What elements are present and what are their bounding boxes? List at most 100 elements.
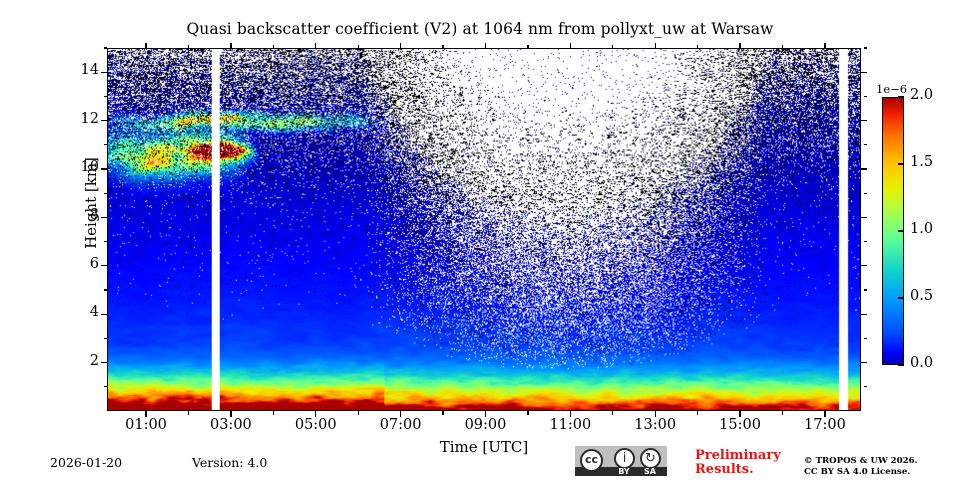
x-tick-major — [569, 411, 572, 417]
colorbar-tick-label: 1.5 — [910, 154, 934, 170]
colorbar-tick — [898, 230, 904, 232]
y-tick-major — [101, 119, 107, 122]
copyright-line-2: CC BY SA 4.0 License. — [804, 467, 911, 477]
x-tick-minor-top — [357, 44, 359, 48]
y-tick-major-right — [861, 119, 867, 122]
y-tick-minor-right — [863, 192, 867, 194]
y-tick-minor-right — [863, 95, 867, 97]
y-tick-major-right — [861, 71, 867, 73]
x-tick-major — [145, 411, 147, 417]
y-tick-label: 14 — [80, 62, 99, 79]
x-tick-major — [484, 411, 487, 417]
y-tick-minor — [103, 337, 107, 339]
x-tick-major-top — [230, 42, 232, 49]
y-tick-major-right — [861, 168, 867, 170]
colorbar-tick-label: 0.0 — [910, 355, 934, 371]
colorbar-exponent-label: 1e−6 — [876, 82, 908, 96]
y-tick-label: 12 — [80, 110, 99, 127]
x-tick-label: 11:00 — [549, 417, 592, 433]
x-tick-minor-top — [272, 44, 274, 48]
x-tick-major — [230, 411, 232, 417]
x-tick-minor-top — [442, 44, 444, 48]
x-tick-major-top — [145, 42, 147, 49]
x-tick-label: 13:00 — [634, 417, 677, 433]
x-tick-label: 07:00 — [379, 417, 422, 433]
x-tick-label: 09:00 — [464, 417, 507, 433]
colorbar-tick — [898, 364, 904, 366]
y-tick-major — [101, 361, 107, 364]
y-tick-minor — [103, 289, 107, 291]
y-tick-major — [101, 265, 107, 267]
y-tick-minor-right — [863, 337, 867, 339]
colorbar-tick — [898, 96, 904, 98]
y-tick-label: 6 — [89, 255, 99, 272]
colorbar-tick-label: 0.5 — [910, 288, 934, 304]
x-tick-minor-top — [781, 44, 784, 48]
y-tick-major — [101, 313, 107, 315]
y-tick-minor-right — [863, 289, 867, 291]
colorbar-tick-label: 1.0 — [910, 221, 934, 237]
y-tick-minor-right — [863, 144, 867, 146]
plot-axes[interactable] — [107, 48, 861, 411]
x-tick-minor — [527, 411, 529, 415]
y-tick-major — [101, 71, 107, 73]
version-stamp: Version: 4.0 — [192, 455, 268, 470]
y-tick-minor — [103, 144, 107, 146]
quicklook-heatmap[interactable] — [108, 49, 860, 410]
y-tick-minor-right — [863, 241, 867, 243]
x-tick-minor-top — [697, 44, 699, 48]
x-tick-major-top — [824, 42, 826, 49]
x-tick-minor — [612, 411, 614, 415]
x-tick-major-top — [739, 42, 741, 49]
y-tick-label: 2 — [89, 352, 99, 369]
x-tick-minor-top — [527, 44, 529, 48]
x-tick-major-top — [569, 42, 572, 49]
y-axis-label: Height [km] — [82, 157, 100, 249]
x-tick-major-top — [399, 42, 402, 49]
x-tick-major — [824, 411, 826, 417]
by-person-icon: i — [614, 448, 635, 469]
x-tick-major-top — [654, 42, 656, 49]
x-tick-minor — [442, 411, 444, 415]
y-tick-minor — [103, 241, 107, 243]
x-tick-minor-top — [187, 44, 190, 48]
copyright-note: © TROPOS & UW 2026. CC BY SA 4.0 License… — [804, 456, 954, 478]
y-tick-minor — [103, 386, 107, 388]
colorbar-tick — [898, 163, 904, 165]
x-axis-label: Time [UTC] — [439, 438, 529, 456]
x-tick-major — [399, 411, 402, 417]
y-tick-minor — [103, 47, 107, 49]
date-stamp: 2026-01-20 — [50, 455, 123, 470]
x-tick-major — [315, 411, 317, 417]
x-tick-minor — [781, 411, 784, 415]
colorbar-tick — [898, 297, 904, 299]
badge-strip — [575, 467, 667, 476]
x-tick-label: 05:00 — [294, 417, 337, 433]
x-tick-minor — [272, 411, 274, 415]
y-tick-label: 8 — [89, 207, 99, 224]
y-tick-major — [101, 168, 107, 170]
creative-commons-badge-icon[interactable]: cc i ↻ BY SA — [575, 446, 667, 476]
y-tick-label: 4 — [89, 304, 99, 321]
preliminary-line-1: Preliminary — [695, 448, 781, 463]
x-tick-major — [654, 411, 656, 417]
by-label: BY — [618, 467, 630, 476]
figure-title: Quasi backscatter coefficient (V2) at 10… — [186, 20, 774, 38]
x-tick-minor — [187, 411, 190, 415]
x-tick-minor — [357, 411, 359, 415]
x-tick-major-top — [315, 42, 317, 49]
y-tick-major-right — [861, 216, 867, 219]
y-tick-minor — [103, 95, 107, 97]
x-tick-label: 15:00 — [719, 417, 761, 433]
colorbar-tick-label: 2.0 — [910, 87, 934, 103]
sa-label: SA — [644, 467, 656, 476]
y-tick-major-right — [861, 265, 867, 267]
x-tick-label: 03:00 — [209, 417, 252, 433]
preliminary-results-note: Preliminary Results. — [695, 449, 795, 477]
sa-sharealike-icon: ↻ — [640, 448, 661, 469]
y-tick-major — [101, 216, 107, 219]
x-tick-major — [739, 411, 741, 417]
x-tick-label: 01:00 — [125, 417, 167, 433]
y-tick-minor-right — [863, 47, 867, 49]
